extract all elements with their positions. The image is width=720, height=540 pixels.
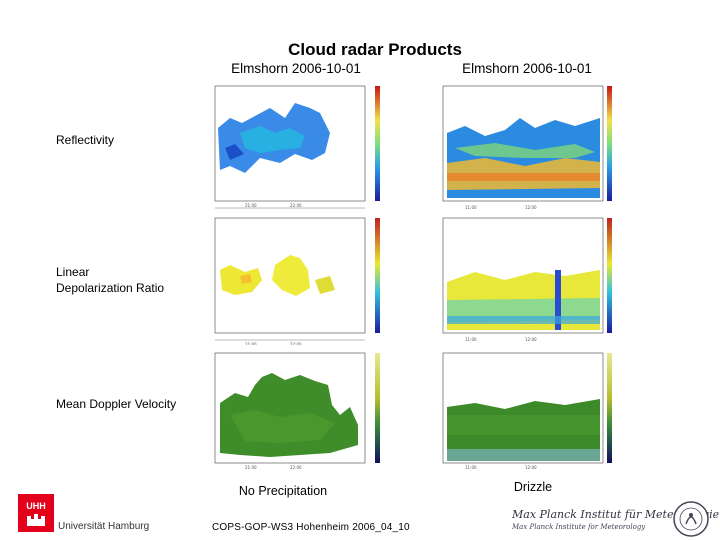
row-label-reflectivity: Reflectivity <box>56 133 115 147</box>
row-label-ldr: Linear Depolarization Ratio <box>56 265 165 295</box>
svg-text:11:00: 11:00 <box>465 465 477 470</box>
uhh-logo: UHH <box>18 494 54 532</box>
svg-text:21:00: 21:00 <box>245 203 257 208</box>
uhh-institution-name: Universität Hamburg <box>58 521 150 532</box>
svg-text:21:00: 21:00 <box>245 342 257 347</box>
caption-drizzle: Drizzle <box>513 480 553 494</box>
mpi-seal-icon <box>673 501 709 537</box>
column-header-right: Elmshorn 2006-10-01 <box>462 61 592 76</box>
uhh-logo-mark: UHH <box>26 501 46 511</box>
page-title: Cloud radar Products <box>288 40 462 59</box>
plot-doppler-no-precip: 21:00 22:00 <box>200 345 390 475</box>
caption-no-precipitation: No Precipitation <box>238 484 328 498</box>
mpi-institution-name: Max Planck Institut für Meteorologie <box>512 508 720 521</box>
column-header-left: Elmshorn 2006-10-01 <box>231 61 361 76</box>
mpi-institution-subtitle: Max Planck Institute for Meteorology <box>512 523 646 531</box>
plot-doppler-drizzle: 11:00 12:00 <box>425 345 625 475</box>
plot-reflectivity-drizzle: 11:00 12:00 <box>425 78 625 213</box>
plot-ldr-drizzle: 11:00 12:00 <box>425 210 625 345</box>
svg-text:22:00: 22:00 <box>290 203 302 208</box>
svg-text:22:00: 22:00 <box>290 342 302 347</box>
footer-text: COPS-GOP-WS3 Hohenheim 2006_04_10 <box>212 522 410 533</box>
svg-text:12:00: 12:00 <box>525 465 537 470</box>
svg-text:11:00: 11:00 <box>465 337 477 342</box>
svg-text:22:00: 22:00 <box>290 465 302 470</box>
svg-text:11:00: 11:00 <box>465 205 477 210</box>
plot-ldr-no-precip: 21:00 22:00 <box>200 210 390 350</box>
svg-text:12:00: 12:00 <box>525 337 537 342</box>
row-label-doppler: Mean Doppler Velocity <box>56 397 177 411</box>
svg-text:12:00: 12:00 <box>525 205 537 210</box>
plot-reflectivity-no-precip: 21:00 22:00 <box>200 78 390 218</box>
svg-text:21:00: 21:00 <box>245 465 257 470</box>
